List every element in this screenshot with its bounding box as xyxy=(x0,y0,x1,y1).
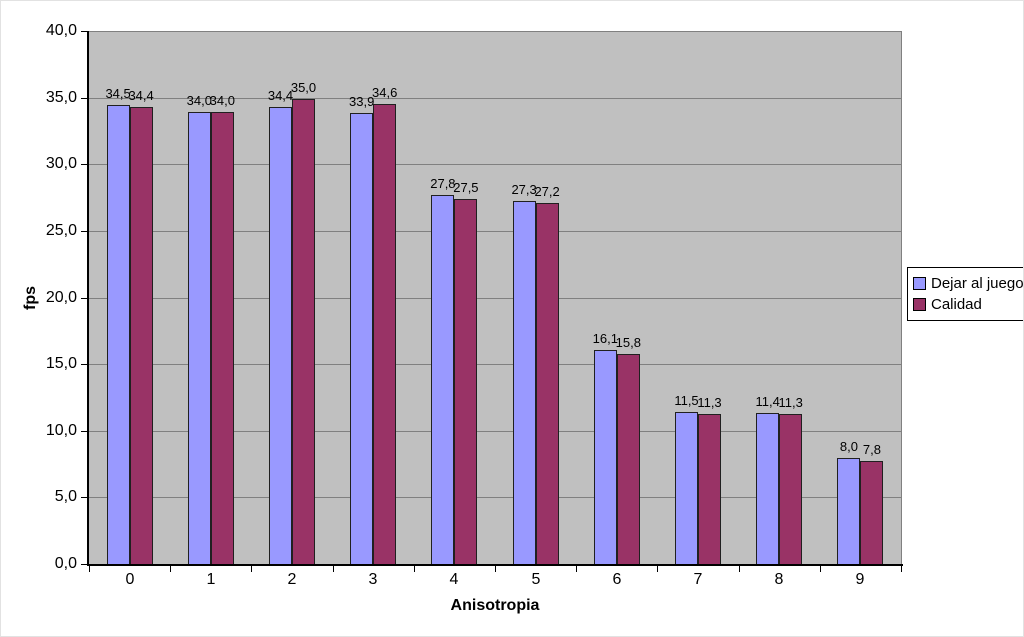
gridline xyxy=(89,297,901,299)
legend-label: Dejar al juego xyxy=(931,275,1024,292)
x-tick xyxy=(170,566,171,572)
bar xyxy=(210,112,234,565)
bar xyxy=(779,414,803,565)
bar xyxy=(593,350,617,565)
bar-value-label: 35,0 xyxy=(290,80,317,95)
y-tick xyxy=(81,231,87,232)
y-tick xyxy=(81,298,87,299)
bar-value-label: 33,9 xyxy=(349,94,375,109)
legend: Dejar al juego Calidad xyxy=(907,267,1024,321)
x-tick-label: 4 xyxy=(449,571,459,588)
bar xyxy=(106,105,130,565)
bar-value-label: 27,8 xyxy=(430,176,456,191)
bar xyxy=(512,201,536,565)
y-tick xyxy=(81,31,87,32)
y-tick-label: 20,0 xyxy=(45,289,77,306)
x-tick xyxy=(414,566,415,572)
y-tick-label: 0,0 xyxy=(54,555,77,572)
bar xyxy=(675,412,698,565)
bar-value-label: 16,1 xyxy=(592,331,618,346)
y-tick-label: 25,0 xyxy=(45,222,77,239)
bar xyxy=(616,354,640,565)
bar-value-label: 11,3 xyxy=(697,395,722,410)
bar-value-label: 8,0 xyxy=(839,439,858,454)
bar xyxy=(129,107,153,565)
bar-value-label: 11,3 xyxy=(778,395,803,410)
x-tick xyxy=(333,566,334,572)
bar-value-label: 11,4 xyxy=(755,394,780,409)
y-tick-label: 35,0 xyxy=(45,89,77,106)
bar xyxy=(373,104,397,565)
legend-entry-dejar-al-juego: Dejar al juego xyxy=(913,273,1024,294)
bar-value-label: 34,0 xyxy=(186,93,212,108)
y-tick xyxy=(81,497,87,498)
legend-swatch-icon xyxy=(913,277,926,290)
bar xyxy=(837,458,861,565)
y-tick xyxy=(81,98,87,99)
gridline xyxy=(89,430,901,432)
gridline xyxy=(89,364,901,366)
x-tick xyxy=(251,566,252,572)
bar xyxy=(269,107,292,565)
y-tick xyxy=(81,564,87,565)
legend-swatch-icon xyxy=(913,298,926,311)
bar-value-label: 11,5 xyxy=(674,393,699,408)
x-tick-label: 2 xyxy=(287,571,297,588)
plot-area: 34,5 34,0 34,4 33,9 27,8 27,3 16,1 11,5 11,4 8,0 3… xyxy=(89,31,902,565)
bar xyxy=(860,461,884,565)
x-tick xyxy=(820,566,821,572)
bar xyxy=(350,113,374,565)
y-tick xyxy=(81,364,87,365)
gridline xyxy=(89,164,901,166)
bar-value-label: 27,2 xyxy=(534,184,560,199)
legend-entry-calidad: Calidad xyxy=(913,294,1023,315)
x-axis-line xyxy=(87,564,903,566)
y-axis-line xyxy=(87,31,89,566)
y-tick-label: 15,0 xyxy=(45,355,77,372)
x-tick xyxy=(657,566,658,572)
gridline xyxy=(89,230,901,232)
x-tick-label: 0 xyxy=(125,571,135,588)
x-tick xyxy=(495,566,496,572)
gridline xyxy=(89,497,901,499)
bar-value-label: 34,5 xyxy=(105,86,131,101)
x-tick xyxy=(576,566,577,572)
bar-value-label: 34,0 xyxy=(209,93,235,108)
x-tick xyxy=(89,566,90,572)
x-tick xyxy=(901,566,902,572)
x-tick-label: 9 xyxy=(855,571,865,588)
x-axis-title: Anisotropia xyxy=(450,597,540,614)
bar xyxy=(454,199,478,565)
gridline xyxy=(89,97,901,99)
bar-value-label: 27,3 xyxy=(511,182,537,197)
bar xyxy=(535,203,559,565)
x-tick-label: 6 xyxy=(612,571,622,588)
y-tick xyxy=(81,164,87,165)
x-tick-label: 3 xyxy=(368,571,378,588)
x-tick xyxy=(739,566,740,572)
bar-value-label: 34,4 xyxy=(267,88,294,103)
bar-value-label: 7,8 xyxy=(862,442,881,457)
bar xyxy=(431,195,455,565)
x-tick-label: 1 xyxy=(206,571,216,588)
bar xyxy=(698,414,721,565)
y-tick xyxy=(81,431,87,432)
bar-value-label: 34,4 xyxy=(128,88,154,103)
x-tick-label: 8 xyxy=(774,571,784,588)
y-tick-label: 5,0 xyxy=(54,488,77,505)
bar xyxy=(756,413,780,565)
legend-label: Calidad xyxy=(931,296,982,313)
bar-value-label: 15,8 xyxy=(615,335,641,350)
y-tick-label: 30,0 xyxy=(45,155,77,172)
bar xyxy=(292,99,315,565)
y-tick-label: 40,0 xyxy=(45,22,77,39)
bar-value-label: 27,5 xyxy=(453,180,479,195)
y-axis-title: fps xyxy=(22,286,39,310)
bar-value-label: 34,6 xyxy=(372,85,398,100)
y-tick-label: 10,0 xyxy=(45,422,77,439)
bar xyxy=(187,112,211,565)
x-tick-label: 7 xyxy=(693,571,703,588)
x-tick-label: 5 xyxy=(531,571,541,588)
